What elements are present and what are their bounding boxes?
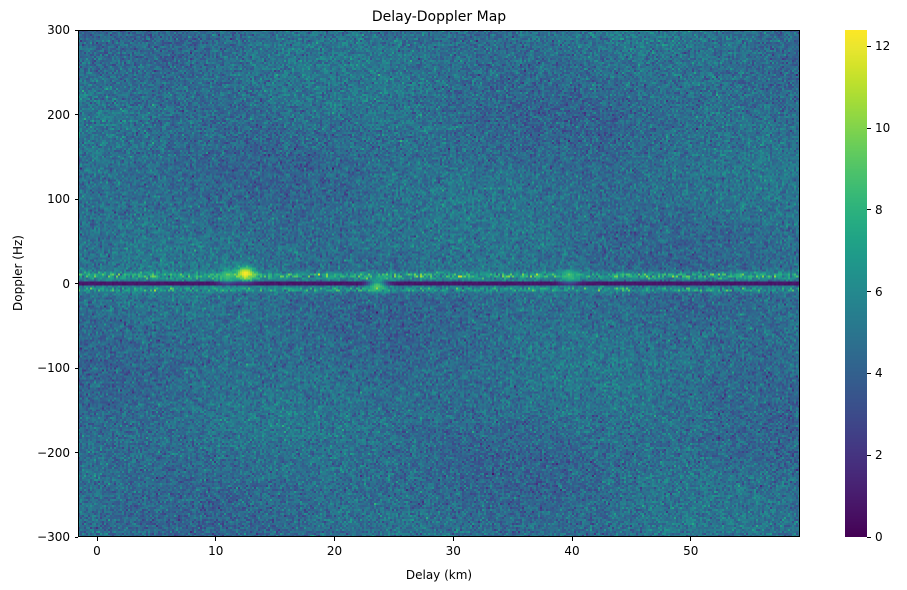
colorbar-tick-label: 2 [875,448,883,463]
y-tick-mark [74,283,78,284]
x-tick-mark [334,537,335,541]
y-tick-mark [74,114,78,115]
x-tick-mark [571,537,573,541]
y-tick-label: 200 [47,107,70,122]
x-tick-label: 10 [208,544,224,558]
colorbar-tick-mark [867,45,871,47]
x-tick-label: 0 [93,544,101,558]
colorbar-tick-label: 8 [875,202,883,217]
colorbar-tick-label: 6 [875,284,883,299]
y-tick-label: 100 [47,192,70,206]
y-tick-label: 0 [62,276,70,291]
delay-doppler-heatmap [79,31,799,536]
colorbar-tick-label: 4 [875,366,883,381]
colorbar-tick-mark [867,291,871,293]
colorbar-tick-mark [867,536,871,538]
y-axis-label: Doppler (Hz) [11,235,25,311]
y-tick-label: 300 [47,23,70,37]
y-tick-mark [74,198,78,200]
y-tick-label: −100 [37,361,70,375]
colorbar-tick-mark [867,127,871,129]
x-tick-label: 30 [445,544,461,558]
colorbar-gradient [845,30,867,537]
x-tick-mark [215,537,217,541]
page-title: Delay-Doppler Map [371,9,507,25]
x-axis-label: Delay (km) [405,568,473,582]
colorbar-tick-mark [867,454,871,456]
y-tick-mark [74,452,78,453]
x-axis: Delay (km) 0 10 20 30 40 50 [78,537,800,590]
y-axis: Doppler (Hz) 300 200 100 0 −100 −200 −300 [0,23,78,544]
y-tick-mark [74,29,78,31]
x-tick-label: 20 [326,544,343,558]
colorbar-tick-label: 12 [875,39,891,54]
colorbar-canvas [845,30,867,537]
x-tick-label: 50 [683,544,699,558]
heatmap-plot-area[interactable] [78,30,800,537]
x-tick-label: 40 [564,544,580,558]
x-tick-mark [690,537,692,541]
colorbar-tick-mark [867,209,871,211]
colorbar-tick-label: 0 [875,530,883,544]
colorbar-tick-label: 10 [875,121,891,136]
y-tick-label: −200 [37,445,70,460]
x-tick-mark [452,537,454,541]
y-tick-label: −300 [37,530,70,544]
x-tick-mark [96,537,98,541]
y-tick-mark [74,367,78,369]
colorbar[interactable]: 0 2 4 6 8 10 12 [845,30,890,544]
colorbar-tick-mark [867,372,871,374]
y-tick-mark [74,536,78,538]
